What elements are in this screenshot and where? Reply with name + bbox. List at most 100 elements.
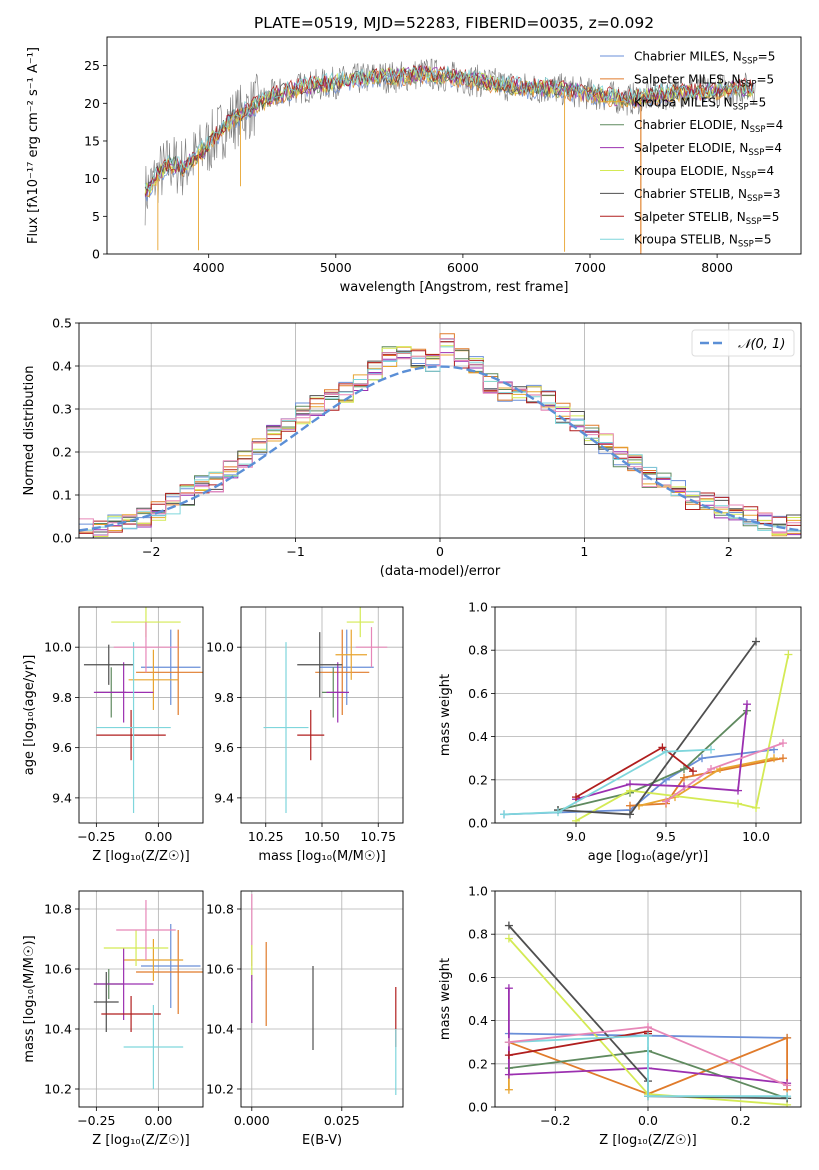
y-tick-label: 20	[84, 96, 100, 111]
axes-frame	[78, 606, 204, 824]
plot-area	[79, 333, 801, 538]
y-tick-label: 0.8	[468, 927, 488, 942]
y-tick-label: 0	[92, 247, 100, 262]
y-tick-label: 10	[84, 171, 100, 186]
legend-entry-SM: Salpeter MILES, NSSP=5	[634, 72, 774, 89]
y-tick-label: 0.2	[468, 772, 488, 787]
x-axis-label: Z [log₁₀(Z/Z☉)]	[92, 849, 189, 864]
x-tick-label: 0.0	[638, 1113, 658, 1128]
x-axis-label: Z [log₁₀(Z/Z☉)]	[92, 1133, 189, 1148]
y-tick-label: 0.0	[468, 816, 488, 831]
y-tick-label: 10.0	[44, 640, 72, 655]
legend-entry-KM: Kroupa MILES, NSSP=5	[634, 95, 766, 112]
model-spectrum-KS	[144, 65, 755, 191]
normal-curve	[79, 365, 801, 532]
weight-line-SM	[508, 1036, 788, 1095]
x-tick-label: −0.25	[77, 1113, 115, 1128]
y-tick-label: 5	[92, 209, 100, 224]
panel-mass-vs-Z: −0.25 0.00 10.2 10.4 10.6 10.8 Z [log₁₀(Z/Z☉)]…	[22, 890, 204, 1148]
y-tick-label: 9.6	[52, 740, 72, 755]
x-tick-label: −2	[142, 544, 160, 559]
x-axis-label: (data-model)/error	[380, 564, 501, 579]
plot-area	[504, 921, 792, 1107]
x-tick-label: 4000	[193, 260, 225, 275]
axes-frame	[240, 606, 404, 824]
plot-area	[251, 894, 397, 1095]
x-tick-label: 10.50	[304, 829, 340, 844]
model-spectrum-CS	[144, 65, 755, 192]
x-tick-label: 5000	[320, 260, 352, 275]
y-axis-label: Normed distribution	[22, 366, 37, 496]
plot-area	[500, 637, 793, 823]
y-tick-label: 25	[84, 58, 100, 73]
y-tick-label: 15	[84, 133, 100, 148]
axes-frame	[240, 890, 404, 1108]
y-tick-label: 0.4	[468, 729, 488, 744]
plot-area	[93, 900, 203, 1089]
y-tick-label: 10.6	[44, 962, 72, 977]
legend-entry-KS: Kroupa STELIB, NSSP=5	[634, 233, 772, 250]
weight-line-SM	[629, 757, 784, 807]
chart-title: PLATE=0519, MJD=52283, FIBERID=0035, z=0…	[254, 14, 654, 32]
y-tick-label: 9.6	[214, 740, 234, 755]
y-tick-label: 9.8	[52, 690, 72, 705]
legend-entry-CS: Chabrier STELIB, NSSP=3	[634, 187, 781, 204]
weight-line-KS	[508, 1034, 788, 1098]
x-tick-label: 10.25	[248, 829, 284, 844]
y-tick-label: 0.5	[52, 316, 72, 331]
x-tick-label: −1	[286, 544, 304, 559]
x-tick-label: 9.5	[656, 829, 676, 844]
legend-entry-KE: Kroupa ELODIE, NSSP=4	[634, 164, 774, 181]
x-tick-label: 10.0	[742, 829, 770, 844]
y-tick-label: 10.2	[206, 1082, 234, 1097]
y-axis-label: age [log₁₀(age/yr)]	[22, 655, 37, 776]
plot-area	[83, 607, 203, 813]
y-tick-label: 10.4	[206, 1022, 234, 1037]
y-tick-label: 0.6	[468, 686, 488, 701]
y-tick-label: 0.6	[468, 970, 488, 985]
weight-line-KS	[503, 748, 712, 816]
weight-line-KE	[575, 654, 790, 822]
x-tick-label: 9.0	[566, 829, 586, 844]
panel-spectrum: 4000 5000 6000 7000 8000 0 5 10 15 20 25 wavelength…	[26, 36, 802, 295]
y-tick-label: 1.0	[468, 600, 488, 615]
panel-mass-weight-vs-Z: −0.2 0.0 0.2 0.0 0.2 0.4 0.6 0.8 1.0 Z [log₁₀(Z/Z…	[438, 884, 802, 1148]
y-tick-label: 10.4	[44, 1022, 72, 1037]
x-tick-label: 0.00	[144, 1113, 172, 1128]
y-tick-label: 0.4	[52, 359, 72, 374]
y-axis-label: mass weight	[438, 674, 453, 756]
axes-frame	[78, 890, 204, 1108]
y-axis-label: mass [log₁₀(M/M☉)]	[22, 935, 37, 1062]
y-tick-label: 1.0	[468, 884, 488, 899]
weight-line-SE	[575, 704, 748, 801]
x-tick-label: 0.2	[731, 1113, 751, 1128]
y-tick-label: 0.1	[52, 488, 72, 503]
x-tick-label: 0	[436, 544, 444, 559]
axes-frame	[494, 890, 802, 1108]
panel-residuals: −2 −1 0 1 2 0.0 0.1 0.2 0.3 0.4 0.5 (data-model)/er…	[22, 316, 802, 579]
x-axis-label: age [log₁₀(age/yr)]	[588, 849, 709, 864]
x-tick-label: −0.2	[540, 1113, 570, 1128]
y-tick-label: 0.0	[52, 531, 72, 546]
legend-entry-SE: Salpeter ELODIE, NSSP=4	[634, 141, 782, 158]
x-tick-label: 0.000	[234, 1113, 270, 1128]
y-tick-label: 10.8	[44, 902, 72, 917]
y-tick-label: 10.2	[44, 1082, 72, 1097]
x-tick-label: 10.75	[360, 829, 396, 844]
y-tick-label: 9.4	[52, 790, 72, 805]
axes-frame	[78, 322, 802, 539]
x-tick-label: 0.025	[324, 1113, 360, 1128]
legend-box	[691, 329, 795, 357]
y-tick-label: 9.8	[214, 690, 234, 705]
x-tick-label: −0.25	[77, 829, 115, 844]
legend: 𝒩(0, 1)	[691, 329, 795, 357]
x-tick-label: 6000	[447, 260, 479, 275]
weight-line-CE	[557, 710, 748, 811]
y-tick-label: 0.3	[52, 402, 72, 417]
x-tick-label: 7000	[574, 260, 606, 275]
weight-line-KM	[638, 757, 775, 807]
axes-frame	[106, 36, 802, 255]
y-axis-label: Flux [fλ10⁻¹⁷ erg cm⁻² s⁻¹ A⁻¹]	[26, 47, 41, 244]
legend-entry: 𝒩(0, 1)	[738, 337, 785, 352]
